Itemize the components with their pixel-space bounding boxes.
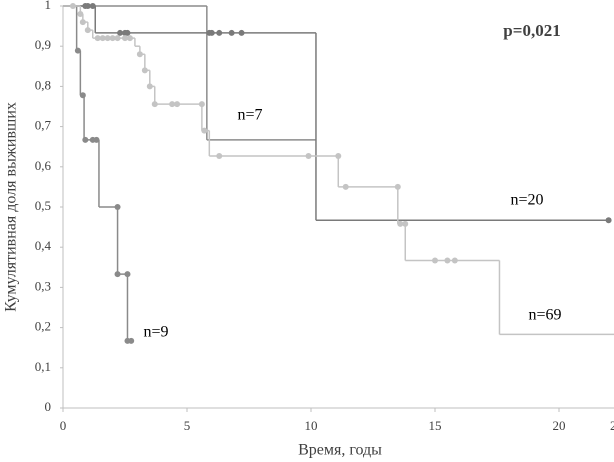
series-label: n=9 (143, 324, 168, 341)
censor-mark (174, 101, 181, 108)
censor-mark (114, 204, 121, 210)
censor-mark (122, 35, 128, 42)
censor-mark (169, 101, 176, 108)
censor-mark (82, 136, 89, 143)
censor-mark (84, 3, 91, 9)
censor-mark (84, 27, 91, 34)
censor-mark (104, 35, 111, 42)
censor-mark (77, 11, 84, 18)
y-tick-label: 0,8 (35, 77, 51, 92)
censor-mark (208, 29, 215, 36)
censor-mark (397, 220, 404, 227)
y-tick-label: 0,7 (35, 118, 52, 133)
censor-mark (117, 29, 124, 36)
censor-mark (99, 35, 106, 42)
censor-mark (342, 183, 349, 190)
x-tick-label: 0 (60, 418, 67, 433)
p-value: p=0,021 (503, 21, 560, 40)
censor-mark (128, 337, 135, 344)
censor-mark (216, 29, 223, 36)
y-tick-label: 0,5 (35, 198, 51, 213)
series-label: n=20 (510, 192, 543, 209)
y-tick-label: 0,3 (35, 278, 51, 293)
censor-mark (109, 35, 116, 42)
censor-mark (216, 152, 223, 159)
censor-mark (198, 101, 205, 108)
censor-mark (146, 83, 153, 90)
censor-mark (238, 29, 245, 36)
censor-mark (141, 67, 148, 74)
y-tick-label: 0,9 (35, 37, 51, 52)
x-tick-label: 5 (184, 418, 191, 433)
x-tick-label: 10 (305, 418, 318, 433)
censor-mark (432, 257, 438, 264)
censor-mark (305, 152, 312, 159)
y-tick-label: 0,6 (35, 158, 52, 173)
y-tick-label: 0 (45, 399, 52, 414)
censor-mark (124, 271, 131, 278)
censor-mark (114, 271, 121, 278)
censor-mark (394, 183, 401, 190)
y-tick-label: 0,1 (35, 359, 51, 374)
censor-mark (69, 3, 76, 9)
censor-mark (335, 152, 342, 159)
censor-mark (124, 29, 131, 36)
y-tick-label: 0,2 (35, 319, 51, 334)
censor-mark (126, 35, 133, 42)
x-tick-label: 15 (429, 418, 442, 433)
censor-mark (136, 51, 143, 58)
censor-mark (451, 257, 458, 264)
x-axis-label: Время, годы (298, 442, 382, 459)
series-label: n=69 (528, 307, 561, 324)
censor-mark (605, 217, 612, 224)
censor-mark (74, 47, 81, 54)
y-axis-label: Кумулятивная доля выживших (3, 102, 20, 312)
censor-mark (89, 3, 96, 9)
censor-mark (444, 257, 451, 264)
series-label: n=7 (237, 107, 262, 124)
censor-mark (201, 127, 208, 134)
censor-mark (402, 220, 409, 227)
censor-mark (79, 19, 86, 26)
censor-mark (228, 29, 235, 36)
censor-mark (114, 35, 121, 42)
censor-mark (94, 35, 101, 42)
censor-mark (93, 136, 100, 143)
censor-mark (151, 101, 158, 108)
censor-mark (79, 92, 86, 99)
x-tick-label: 25 (610, 418, 614, 433)
x-tick-label: 20 (553, 418, 566, 433)
y-tick-label: 0,4 (35, 238, 52, 253)
y-tick-label: 1 (45, 0, 52, 12)
